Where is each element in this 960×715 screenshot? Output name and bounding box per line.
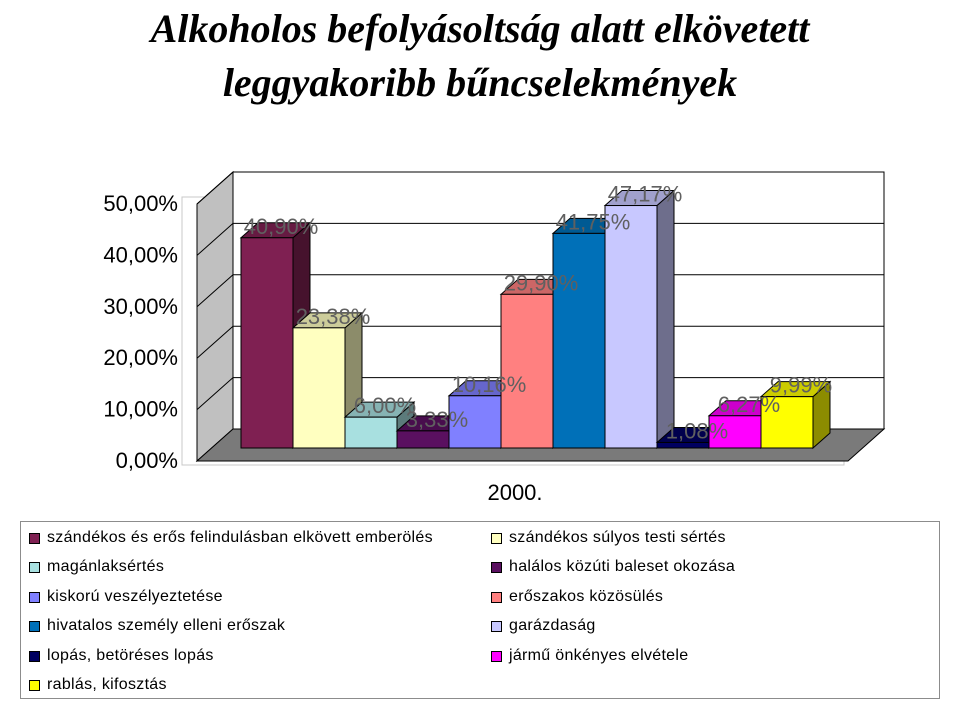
legend-swatch [491, 591, 502, 603]
bar [396, 430, 450, 449]
data-label: 10,16% [452, 372, 527, 397]
bar-side [656, 189, 675, 450]
chart-title-line-2: leggyakoribb bűncselekmények [222, 60, 738, 105]
legend-swatch [491, 650, 502, 662]
legend-swatch [29, 680, 40, 691]
bar-chart: 0,00% 10,00% 20,00% 30,00% 40,00% 50,00% 40,90… [103, 170, 886, 505]
chart-title: Alkoholos befolyásoltság alatt elkövetet… [0, 2, 960, 110]
legend-swatch [491, 533, 502, 544]
data-label: 29,90% [504, 270, 579, 295]
y-tick-label: 40,00% [103, 242, 178, 267]
legend-swatch [29, 591, 40, 603]
y-tick-label: 10,00% [103, 397, 178, 422]
bar [552, 232, 606, 449]
legend-swatch [491, 621, 502, 633]
legend-swatch [29, 562, 40, 574]
data-label: 40,90% [244, 214, 319, 239]
data-label: 1,08% [666, 418, 728, 443]
legend-label: szándékos és erős felindulásban elkövett… [47, 529, 433, 546]
legend-entry: erőszakos közösülés [491, 587, 664, 607]
y-tick-label: 0,00% [116, 448, 178, 473]
legend-label: halálos közúti baleset okozása [509, 558, 736, 576]
legend-label: rablás, kifosztás [47, 676, 167, 693]
legend-label: erőszakos közösülés [509, 587, 664, 605]
legend-entry: garázdaság [491, 616, 596, 636]
data-label: 9,99% [770, 373, 832, 398]
legend-swatch [29, 621, 40, 633]
bar [708, 415, 762, 449]
legend-entry: hivatalos személy elleni erőszak [29, 616, 286, 636]
legend-label: jármű önkényes elvétele [509, 646, 689, 664]
bar [448, 395, 502, 449]
legend-label: kiskorú veszélyeztetése [47, 587, 223, 605]
legend-label: lopás, betöréses lopás [47, 646, 214, 664]
y-tick-label: 20,00% [103, 345, 178, 370]
legend-entry: rablás, kifosztás [29, 675, 167, 695]
y-tick-label: 30,00% [103, 294, 178, 319]
legend-entry: jármű önkényes elvétele [491, 646, 689, 666]
data-label: 3,33% [406, 407, 468, 432]
legend-label: hivatalos személy elleni erőszak [47, 617, 286, 635]
legend-entry: lopás, betöréses lopás [29, 646, 214, 666]
legend-entry: kiskorú veszélyeztetése [29, 587, 223, 607]
legend-swatch [29, 533, 40, 544]
data-label: 6,27% [718, 392, 780, 417]
legend-label: garázdaság [509, 617, 596, 635]
bar [500, 293, 554, 449]
gridline [196, 171, 884, 205]
data-label: 47,17% [608, 182, 683, 207]
legend-label: magánlaksértés [47, 558, 165, 576]
y-tick-label: 50,00% [103, 191, 178, 216]
x-category-label: 2000. [487, 480, 542, 505]
data-label: 23,38% [296, 304, 371, 329]
bar [240, 237, 294, 449]
bar [604, 205, 658, 449]
chart-title-line-1: Alkoholos befolyásoltság alatt elkövetet… [150, 6, 810, 51]
data-label: 41,75% [556, 209, 631, 234]
legend-entry: halálos közúti baleset okozása [491, 557, 736, 577]
legend-label: szándékos súlyos testi sértés [509, 529, 726, 546]
data-label: 6,00% [354, 393, 416, 418]
bar [760, 396, 814, 449]
bar [292, 327, 346, 449]
bar [344, 416, 398, 449]
legend-swatch [491, 562, 502, 574]
legend-entry: szándékos súlyos testi sértés [491, 528, 726, 548]
legend-entry: magánlaksértés [29, 557, 165, 577]
legend-swatch [29, 650, 40, 662]
chart-legend: szándékos és erős felindulásban elkövett… [20, 521, 940, 699]
legend-entry: szándékos és erős felindulásban elkövett… [29, 528, 433, 548]
chart-side-wall [196, 170, 234, 463]
